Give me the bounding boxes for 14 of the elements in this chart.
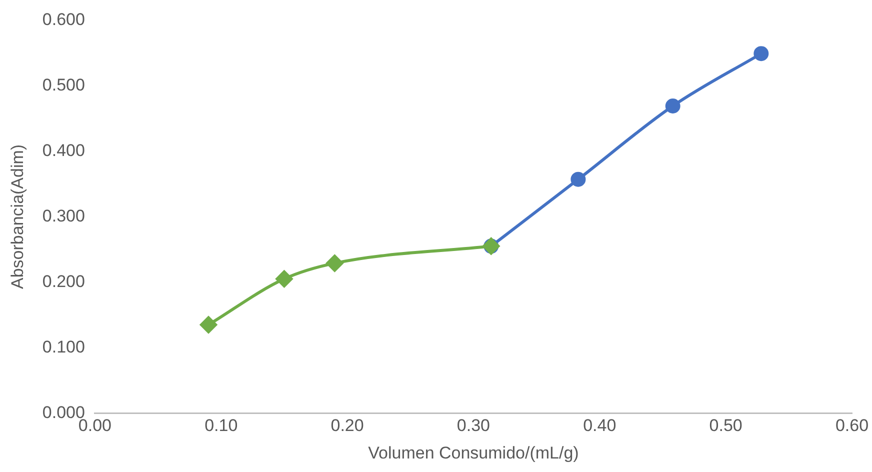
y-tick-label: 0.400: [42, 140, 85, 160]
x-tick-label: 0.60: [835, 416, 869, 436]
y-axis-title: Absorbancia(Adim): [8, 144, 27, 289]
y-tick-label: 0.200: [42, 272, 85, 291]
x-tick-label: 0.40: [583, 416, 616, 436]
y-tick-label: 0.300: [42, 206, 85, 226]
y-tick-label: 0.500: [42, 75, 85, 94]
y-tick-label: 0.100: [42, 337, 85, 356]
x-tick-label: 0.50: [709, 416, 742, 436]
x-axis-title: Volumen Consumido/(mL/g): [368, 443, 579, 462]
x-tick-label: 0.30: [456, 416, 490, 436]
y-tick-label: 0.600: [42, 10, 85, 29]
x-tick-label: 0.10: [204, 416, 238, 436]
x-tick-label: 0.20: [330, 416, 364, 436]
